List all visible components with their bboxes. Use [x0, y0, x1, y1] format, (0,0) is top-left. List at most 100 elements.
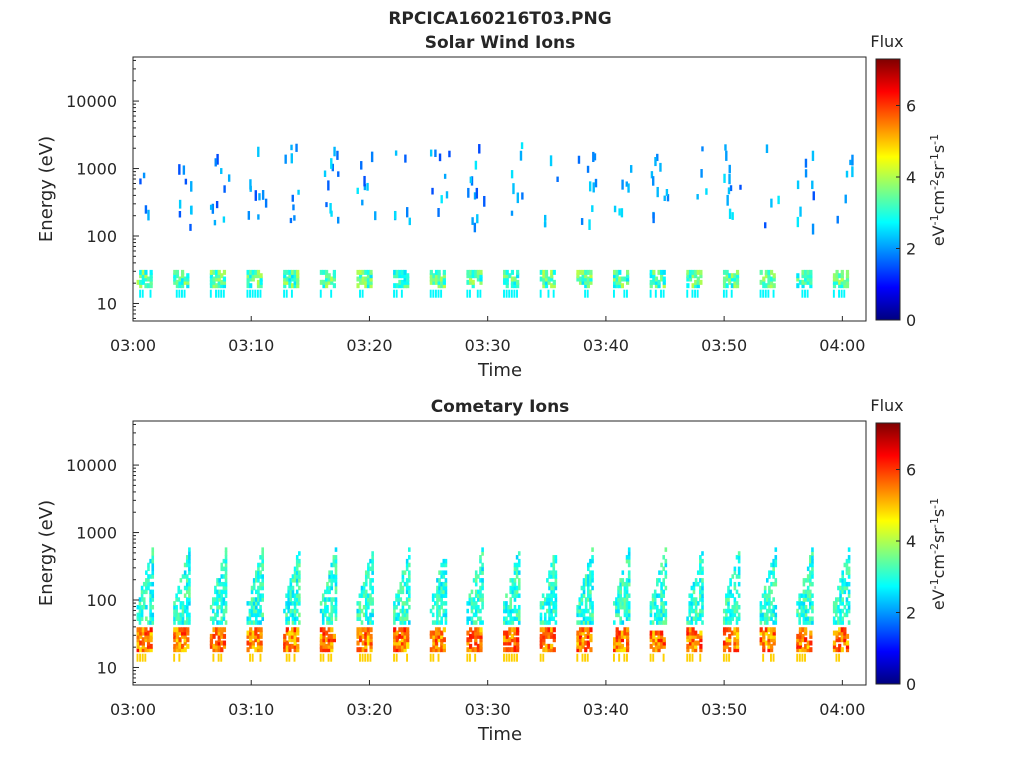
heatmap-cell	[621, 597, 625, 602]
heatmap-cell	[173, 276, 177, 282]
heatmap-cell	[367, 620, 370, 625]
heatmap-cell	[138, 612, 142, 618]
heatmap-cell	[798, 647, 803, 653]
heatmap-cell	[332, 269, 337, 275]
heatmap-cell	[845, 640, 850, 646]
heatmap-cell	[215, 283, 219, 289]
heatmap-cell	[696, 289, 699, 298]
heatmap-cell	[847, 570, 851, 575]
heatmap-cell	[283, 637, 287, 643]
heatmap-cell	[691, 630, 695, 636]
heatmap-cell	[298, 558, 301, 564]
heatmap-cell	[188, 616, 191, 621]
heatmap-cell	[811, 558, 814, 564]
heatmap-cell	[361, 633, 365, 639]
heatmap-cell	[334, 558, 338, 564]
heatmap-cell	[505, 593, 508, 598]
heatmap-cell	[592, 151, 595, 163]
heatmap-cell	[438, 612, 441, 618]
heatmap-cell	[175, 637, 179, 643]
heatmap-cell	[361, 199, 364, 206]
heatmap-cell	[627, 547, 631, 552]
heatmap-cell	[186, 643, 190, 649]
heatmap-cell	[431, 620, 435, 625]
heatmap-cell	[405, 597, 409, 602]
heatmap-cell	[798, 597, 801, 602]
heatmap-cell	[407, 597, 411, 602]
heatmap-cell	[696, 633, 700, 639]
heatmap-cell	[694, 620, 698, 625]
heatmap-cell	[517, 608, 521, 614]
heatmap-cell	[478, 144, 481, 154]
heatmap-cell	[847, 601, 851, 606]
heatmap-cell	[550, 589, 553, 595]
heatmap-cell	[627, 581, 631, 587]
heatmap-cell	[660, 637, 664, 643]
heatmap-cell	[761, 604, 765, 610]
heatmap-cell	[359, 627, 363, 633]
heatmap-cell	[763, 620, 767, 625]
heatmap-cell	[179, 612, 183, 618]
heatmap-cell	[764, 269, 768, 275]
heatmap-cell	[364, 574, 368, 579]
heatmap-cell	[330, 601, 334, 606]
heatmap-cell	[173, 616, 176, 621]
heatmap-cell	[298, 620, 301, 625]
heatmap-cell	[369, 653, 372, 662]
heatmap-cell	[257, 214, 260, 220]
heatmap-cell	[615, 612, 618, 618]
heatmap-cell	[796, 180, 800, 190]
heatmap-cell	[364, 616, 368, 621]
heatmap-cell	[298, 551, 301, 556]
heatmap-cell	[173, 643, 177, 649]
heatmap-cell	[440, 570, 443, 575]
heatmap-cell	[625, 612, 629, 618]
heatmap-cell	[762, 633, 766, 639]
heatmap-cell	[466, 620, 469, 625]
heatmap-cell	[662, 653, 665, 662]
heatmap-cell	[845, 581, 849, 587]
heatmap-cell	[259, 283, 263, 289]
heatmap-cell	[326, 589, 329, 595]
heatmap-cell	[841, 585, 845, 591]
heatmap-cell	[261, 547, 264, 552]
heatmap-cell	[662, 601, 666, 606]
heatmap-cell	[762, 276, 766, 282]
heatmap-cell	[149, 276, 153, 282]
heatmap-cell	[584, 581, 588, 587]
heatmap-cell	[767, 289, 770, 298]
heatmap-cell	[589, 574, 592, 579]
heatmap-cell	[248, 608, 252, 614]
heatmap-cell	[149, 593, 152, 598]
heatmap-cell	[843, 585, 847, 591]
heatmap-cell	[222, 585, 226, 591]
heatmap-cell	[364, 630, 368, 636]
heatmap-cell	[293, 269, 297, 275]
heatmap-cell	[141, 273, 145, 279]
heatmap-cell	[584, 640, 588, 646]
heatmap-cell	[772, 273, 776, 279]
heatmap-cell	[183, 574, 187, 579]
heatmap-cell	[364, 643, 368, 649]
heatmap-cell	[138, 604, 142, 610]
heatmap-cell	[295, 601, 299, 606]
heatmap-cell	[468, 289, 471, 298]
heatmap-cell	[330, 604, 334, 610]
heatmap-cell	[185, 620, 189, 625]
heatmap-cell	[179, 601, 183, 606]
heatmap-cell	[139, 178, 142, 185]
heatmap-cell	[468, 601, 472, 606]
heatmap-cell	[517, 593, 521, 598]
heatmap-cell	[503, 276, 507, 282]
heatmap-cell	[623, 593, 627, 598]
x-tick-label: 03:50	[701, 336, 747, 355]
heatmap-cell	[359, 276, 363, 282]
heatmap-cell	[173, 620, 176, 625]
heatmap-cell	[801, 269, 805, 275]
heatmap-cell	[395, 630, 399, 636]
heatmap-cell	[407, 562, 411, 568]
heatmap-cell	[586, 566, 590, 572]
heatmap-cell	[252, 585, 256, 591]
